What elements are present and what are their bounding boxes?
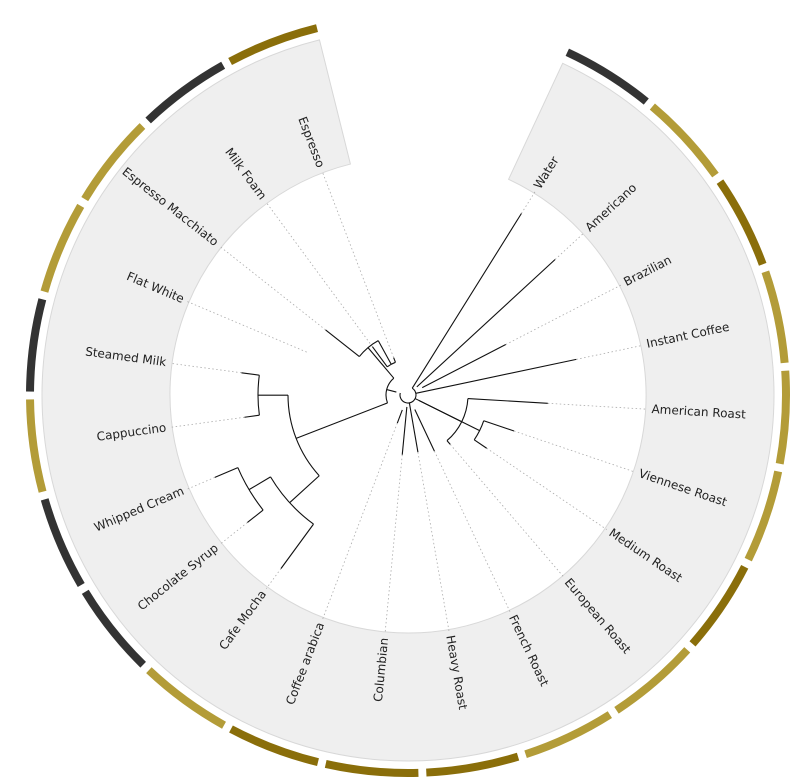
leaf-guide-line (219, 245, 326, 331)
leaf-guide-lines (170, 170, 648, 634)
leaf-label: American Roast (651, 402, 746, 422)
category-ring-segment (614, 647, 691, 714)
tree-branch (241, 372, 260, 376)
category-ring-segment (81, 589, 146, 668)
category-ring-segment (145, 61, 226, 124)
leaf-guide-line (417, 452, 450, 632)
tree-branch (386, 361, 396, 368)
category-ring-segment (228, 24, 318, 66)
category-ring-segment (716, 179, 767, 266)
tree-branch (371, 346, 388, 368)
tree-branch (401, 406, 408, 455)
tree-branch (367, 347, 395, 379)
category-ring-segment (426, 752, 520, 777)
tree-branch (408, 402, 419, 453)
tree-branch (214, 467, 239, 478)
category-ring-segment (761, 270, 789, 364)
category-ring-segment (26, 399, 47, 493)
tree-branches (214, 213, 577, 569)
tree-branch (280, 523, 314, 569)
category-ring-segment (229, 725, 319, 767)
leaf-guide-line (322, 422, 398, 620)
category-ring-segment (649, 103, 719, 178)
category-ring-segment (81, 123, 146, 202)
tree-branch (248, 476, 271, 491)
leaf-guide-line (321, 170, 395, 358)
category-ring-segment (26, 298, 47, 392)
tree-branch (483, 420, 515, 432)
leaf-guide-line (265, 568, 282, 589)
tree-branch (399, 387, 417, 404)
leaf-guide-line (170, 416, 245, 428)
leaf-guide-line (219, 522, 248, 545)
category-ring-segment (565, 48, 649, 105)
tree-branch (325, 329, 360, 358)
leaf-guide-line (505, 284, 622, 345)
leaf-guide-line (486, 447, 607, 530)
category-ring-segment (40, 203, 85, 293)
leaf-guide-line (576, 344, 643, 360)
leaf-guide-line (186, 301, 307, 353)
tree-branch (421, 344, 507, 389)
label-wedge-band (41, 39, 775, 762)
tree-branch (377, 340, 392, 365)
tree-branch (244, 414, 260, 418)
leaf-label: Columbian (371, 637, 391, 702)
category-ring-segment (324, 760, 419, 777)
leaf-guide-line (513, 430, 636, 473)
tree-branch (386, 389, 397, 393)
leaf-guide-line (384, 454, 403, 634)
tree-branch (295, 402, 388, 439)
tree-branch (473, 439, 487, 449)
tree-branch (415, 358, 577, 394)
leaf-guide-line (547, 402, 648, 410)
tree-branch (414, 409, 435, 452)
tree-branch (393, 357, 396, 363)
leaf-guide-line (434, 450, 511, 613)
leaf-guide-line (170, 362, 242, 374)
category-ring-segment (40, 498, 85, 588)
tree-branch (411, 213, 522, 389)
tree-branch (289, 475, 320, 504)
leaf-guide-line (554, 232, 585, 260)
leaf-guide-line (187, 477, 215, 490)
category-ring-segment (775, 370, 790, 465)
leaf-guide-line (521, 191, 536, 214)
tree-branch (416, 259, 556, 388)
category-ring-segment (146, 667, 226, 729)
category-ring-segment (524, 711, 612, 759)
tree-branch (446, 440, 451, 445)
tree-branch (247, 509, 264, 523)
tree-branch (396, 409, 403, 424)
category-ring-segment (689, 564, 749, 647)
tree-branch (467, 398, 548, 404)
leaf-guide-line (449, 444, 565, 578)
tree-branch (414, 398, 462, 423)
category-ring-segment (744, 470, 783, 562)
category-ring (26, 24, 790, 777)
